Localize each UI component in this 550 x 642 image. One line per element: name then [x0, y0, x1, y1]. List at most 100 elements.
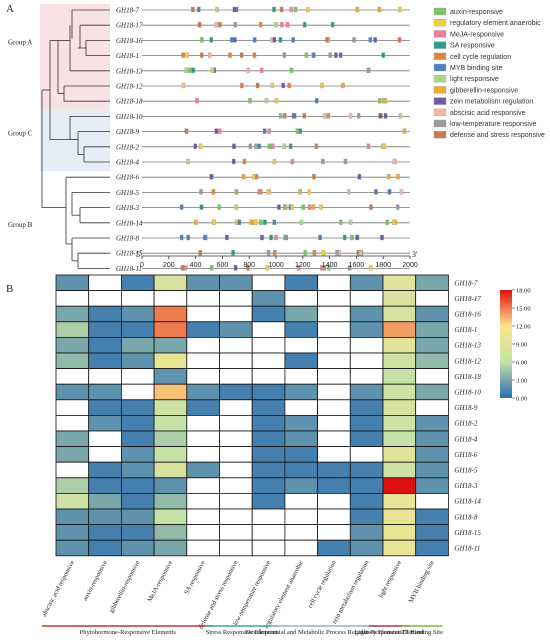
element-box — [278, 37, 283, 43]
colorbar-tick-label: 18.00 — [516, 288, 531, 295]
heatmap-cell — [153, 399, 188, 416]
legend-swatch — [433, 74, 447, 83]
element-box — [373, 37, 377, 43]
legend-swatch — [433, 52, 447, 60]
heatmap-cell — [317, 508, 351, 526]
legend-label: SA responsive — [450, 43, 495, 50]
heatmap-cell — [153, 477, 188, 494]
element-box — [292, 113, 297, 119]
heatmap-row-label: GH18-18 — [454, 373, 481, 381]
element-box — [254, 143, 258, 149]
heatmap-cell — [55, 477, 90, 494]
element-box — [209, 37, 214, 43]
heatmap-cell — [382, 274, 417, 292]
element-box — [356, 113, 361, 119]
group-label: Group C — [8, 130, 33, 138]
heatmap-cell — [55, 290, 90, 307]
gene-label: GH18-6 — [116, 174, 139, 182]
heatmap-cell — [251, 274, 286, 292]
heatmap-cell — [251, 539, 286, 557]
element-box — [307, 189, 311, 195]
element-box — [318, 234, 322, 241]
legend-swatch — [433, 19, 447, 27]
gene-label: GH18-14 — [116, 219, 143, 227]
heatmap-cell — [121, 446, 155, 463]
heatmap-cell — [55, 430, 90, 448]
element-box — [274, 98, 279, 104]
element-box — [355, 234, 359, 241]
element-box — [302, 113, 306, 119]
heatmap-cell — [88, 539, 122, 557]
heatmap-cell — [121, 305, 155, 323]
element-box — [240, 82, 244, 89]
element-box — [186, 158, 190, 165]
gene-label: GH18-18 — [116, 98, 143, 106]
element-box — [212, 219, 216, 225]
position-axis: 5' 3' 0 200 400 600 800 1000 1200 1400 1600 1800 200… — [136, 250, 418, 269]
heatmap-cell — [121, 414, 155, 432]
heatmap-cell — [121, 399, 155, 416]
heatmap-cell — [284, 430, 318, 448]
element-box — [183, 265, 188, 271]
group-labels: Group A Group C Group B — [8, 38, 33, 228]
heatmap-cell — [186, 368, 220, 385]
element-box — [302, 22, 307, 28]
element-box — [259, 189, 263, 195]
heatmap-cell — [186, 539, 220, 557]
element-box — [269, 234, 273, 241]
element-box — [193, 143, 197, 149]
heatmap-cell — [317, 274, 351, 292]
heatmap-cell — [349, 321, 384, 338]
heatmap-cell — [186, 524, 220, 541]
heatmap-cell — [317, 305, 351, 323]
gene-label: GH18-15 — [116, 250, 143, 258]
heatmap-cell — [284, 461, 318, 479]
heatmap-cell — [55, 414, 90, 432]
heatmap-row-label: GH18-13 — [454, 342, 481, 350]
element-box — [215, 6, 219, 13]
element-box — [282, 143, 287, 149]
element-box — [258, 22, 263, 28]
heatmap-cell — [88, 336, 122, 354]
element-box — [328, 52, 332, 58]
heatmap-cell — [415, 414, 449, 432]
axis-tick-label: 1800 — [375, 262, 391, 269]
heatmap-cell — [349, 524, 384, 541]
element-box — [347, 265, 352, 271]
element-box — [242, 174, 246, 180]
heatmap-cell — [121, 492, 155, 510]
heatmap-cell — [186, 461, 220, 479]
element-box — [237, 219, 242, 225]
element-box — [327, 265, 331, 271]
element-box — [314, 143, 319, 149]
heatmap-cell — [153, 368, 188, 385]
group-background — [40, 171, 110, 278]
heatmap-cell — [251, 368, 286, 385]
heatmap-cell — [186, 352, 220, 370]
element-box — [382, 143, 386, 149]
heatmap-cell — [88, 399, 122, 416]
heatmap-cell — [219, 414, 253, 432]
element-box — [270, 82, 275, 89]
heatmap-cell — [121, 524, 155, 541]
element-box — [273, 250, 277, 256]
element-box — [209, 174, 214, 180]
heatmap-cell — [317, 539, 351, 557]
heatmap-cell — [88, 290, 122, 307]
heatmap-row-label: GH18-9 — [454, 404, 477, 412]
element-box — [383, 113, 388, 119]
element-box — [350, 234, 354, 241]
element-box — [214, 22, 218, 28]
heatmap-cell — [88, 368, 122, 385]
heatmap-cell — [382, 508, 417, 526]
element-box — [322, 265, 326, 271]
legend-swatch — [433, 108, 447, 117]
heatmap-cell — [219, 274, 253, 292]
heatmap-cell — [153, 321, 188, 338]
heatmap-cell — [88, 477, 122, 494]
legend-swatch — [433, 7, 447, 16]
gene-label: GH18-9 — [116, 128, 139, 136]
panel-a-label: A — [6, 3, 14, 15]
element-box — [200, 37, 204, 43]
element-box — [246, 265, 250, 271]
